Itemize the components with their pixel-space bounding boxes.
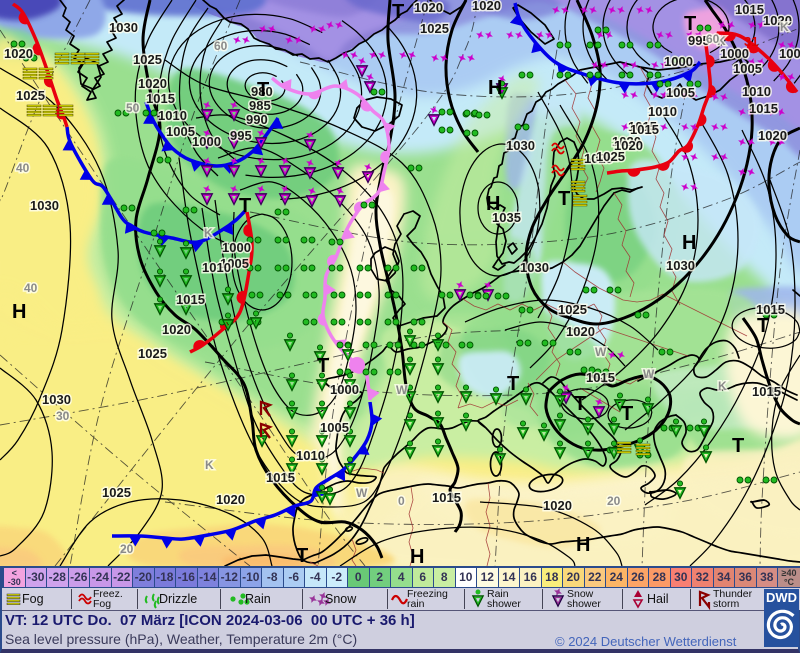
svg-text:T: T — [574, 393, 586, 415]
svg-text:30: 30 — [56, 409, 70, 423]
svg-text:1025: 1025 — [133, 52, 162, 67]
svg-text:1015: 1015 — [586, 370, 615, 385]
svg-text:T: T — [507, 373, 519, 395]
svg-text:H: H — [410, 546, 424, 566]
svg-text:W: W — [356, 486, 368, 500]
svg-text:1030: 1030 — [109, 20, 138, 35]
svg-text:1010: 1010 — [296, 448, 325, 463]
svg-text:1020: 1020 — [414, 0, 443, 15]
svg-text:T: T — [732, 435, 744, 457]
svg-text:1020: 1020 — [138, 76, 167, 91]
svg-text:1025: 1025 — [16, 88, 45, 103]
svg-text:1015: 1015 — [432, 490, 461, 505]
svg-text:31: 31 — [744, 34, 758, 49]
svg-text:T: T — [558, 188, 570, 210]
svg-text:1030: 1030 — [42, 392, 71, 407]
svg-text:1030: 1030 — [520, 260, 549, 275]
svg-text:H: H — [576, 534, 590, 556]
svg-text:1020: 1020 — [612, 134, 641, 149]
svg-text:W: W — [595, 345, 607, 359]
svg-text:995: 995 — [230, 128, 252, 143]
svg-text:1010: 1010 — [742, 84, 771, 99]
svg-text:K: K — [204, 226, 213, 240]
svg-text:1020: 1020 — [162, 322, 191, 337]
svg-text:T: T — [257, 79, 269, 101]
svg-text:1005: 1005 — [666, 85, 695, 100]
svg-text:W: W — [643, 367, 655, 381]
svg-text:1020: 1020 — [543, 498, 572, 513]
svg-text:1025: 1025 — [420, 21, 449, 36]
svg-text:60: 60 — [214, 39, 228, 53]
svg-text:1000: 1000 — [720, 46, 749, 61]
svg-text:50: 50 — [126, 101, 140, 115]
svg-text:1005: 1005 — [779, 46, 800, 61]
svg-text:T: T — [392, 1, 404, 23]
svg-text:H: H — [12, 301, 26, 323]
svg-text:1010: 1010 — [158, 108, 187, 123]
svg-text:1025: 1025 — [102, 485, 131, 500]
svg-text:0: 0 — [398, 494, 405, 508]
svg-text:1015: 1015 — [756, 302, 785, 317]
svg-text:K: K — [780, 20, 789, 34]
svg-text:1020: 1020 — [614, 138, 643, 153]
svg-text:980: 980 — [251, 84, 273, 99]
svg-text:995: 995 — [688, 33, 710, 48]
svg-text:H: H — [682, 232, 696, 254]
svg-text:1030: 1030 — [30, 198, 59, 213]
svg-text:K: K — [205, 458, 214, 472]
svg-text:40: 40 — [16, 161, 30, 175]
svg-text:T: T — [317, 355, 329, 377]
svg-text:1015: 1015 — [735, 2, 764, 17]
svg-text:990: 990 — [246, 112, 268, 127]
svg-text:1000: 1000 — [192, 134, 221, 149]
svg-text:1005: 1005 — [166, 124, 195, 139]
svg-text:985: 985 — [249, 98, 271, 113]
svg-text:1015: 1015 — [749, 101, 778, 116]
svg-text:1015: 1015 — [628, 119, 657, 134]
svg-text:K: K — [717, 34, 726, 48]
svg-text:1025: 1025 — [138, 346, 167, 361]
svg-text:1015: 1015 — [266, 470, 295, 485]
svg-text:20: 20 — [607, 494, 621, 508]
svg-text:1005: 1005 — [320, 420, 349, 435]
svg-text:20: 20 — [120, 542, 134, 556]
svg-text:1000: 1000 — [222, 240, 251, 255]
svg-text:1020: 1020 — [4, 46, 33, 61]
svg-text:1015: 1015 — [630, 122, 659, 137]
svg-text:1025: 1025 — [584, 151, 613, 166]
svg-text:1020: 1020 — [472, 0, 501, 13]
svg-text:40: 40 — [24, 281, 38, 295]
svg-text:K: K — [718, 379, 727, 393]
svg-text:T: T — [621, 403, 633, 425]
svg-text:1020: 1020 — [216, 492, 245, 507]
svg-text:T: T — [296, 545, 308, 566]
svg-text:1030: 1030 — [506, 138, 535, 153]
svg-text:1005: 1005 — [733, 61, 762, 76]
svg-text:W: W — [396, 383, 408, 397]
svg-text:T: T — [684, 13, 696, 35]
svg-text:1015: 1015 — [752, 384, 781, 399]
svg-text:1025: 1025 — [558, 302, 587, 317]
svg-text:T: T — [757, 315, 769, 337]
svg-text:1030: 1030 — [666, 258, 695, 273]
svg-text:1000: 1000 — [664, 54, 693, 69]
svg-text:1035: 1035 — [492, 210, 521, 225]
svg-text:1010: 1010 — [648, 104, 677, 119]
svg-text:1005: 1005 — [220, 256, 249, 271]
svg-text:1020: 1020 — [566, 324, 595, 339]
svg-text:1000: 1000 — [330, 382, 359, 397]
svg-text:1020: 1020 — [758, 128, 787, 143]
svg-text:1015: 1015 — [146, 91, 175, 106]
svg-text:H: H — [486, 193, 500, 215]
svg-text:T: T — [239, 195, 251, 217]
svg-text:1025: 1025 — [596, 149, 625, 164]
svg-text:1010: 1010 — [202, 260, 231, 275]
svg-text:60: 60 — [706, 32, 720, 46]
svg-text:H: H — [488, 77, 502, 99]
svg-text:1020: 1020 — [763, 13, 792, 28]
svg-text:1015: 1015 — [176, 292, 205, 307]
